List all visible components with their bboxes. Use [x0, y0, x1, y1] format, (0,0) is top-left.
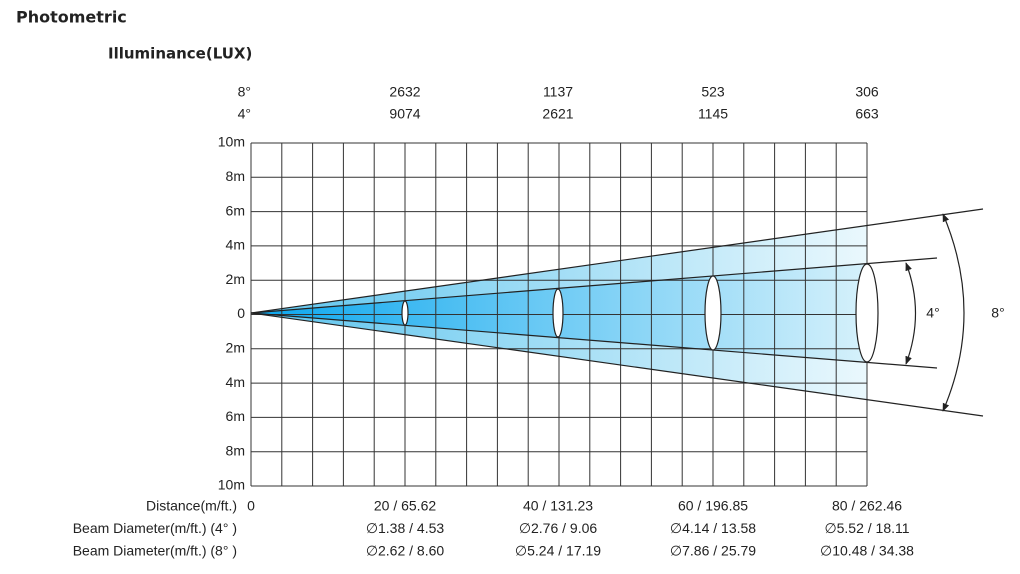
label-bg	[920, 303, 946, 323]
beam-line	[250, 312, 938, 369]
table-value: ∅2.62 / 8.60	[366, 543, 445, 559]
y-label: 4m	[226, 237, 245, 253]
y-label: 2m	[226, 340, 245, 356]
row-label: 8°	[238, 84, 251, 100]
table-value: 40 / 131.23	[523, 498, 593, 514]
y-label: 10m	[218, 134, 245, 150]
row-label: Distance(m/ft.)	[146, 498, 237, 514]
beam-lines	[250, 208, 984, 417]
y-label: 0	[237, 305, 245, 321]
beam-section	[401, 300, 409, 326]
beam-line	[250, 208, 984, 314]
y-label: 8m	[226, 168, 245, 184]
beam-section	[704, 275, 722, 351]
lux-value: 306	[855, 84, 879, 100]
lux-value: 1145	[698, 106, 728, 122]
table-value: 80 / 262.46	[832, 498, 902, 514]
lux-value: 1137	[543, 84, 573, 100]
beam-section	[552, 288, 564, 338]
angle-label: 8°	[991, 305, 1004, 321]
beam-line	[250, 312, 984, 417]
labels: 10m 8m 6m 4m 2m 0 2m 4m 6m 8m 10m 8° 2632 1137 523 306 4…	[73, 84, 914, 559]
row-label: Beam Diameter(m/ft.) (4° )	[73, 520, 237, 536]
table-value: ∅4.14 / 13.58	[670, 520, 756, 536]
table-value: ∅2.76 / 9.06	[519, 520, 598, 536]
y-label: 6m	[226, 202, 245, 218]
subtitle: Illuminance(LUX)	[108, 45, 252, 63]
y-label: 6m	[226, 408, 245, 424]
angle-label: 4°	[926, 305, 939, 321]
angle-arc	[942, 213, 965, 412]
y-label: 10m	[218, 477, 245, 493]
lux-value: 2621	[542, 106, 573, 122]
title: Photometric	[16, 8, 127, 27]
lux-value: 2632	[389, 84, 420, 100]
table-value: 20 / 65.62	[374, 498, 436, 514]
y-label: 2m	[226, 271, 245, 287]
y-label: 4m	[226, 374, 245, 390]
lux-value: 663	[855, 106, 879, 122]
table-value: ∅5.52 / 18.11	[824, 520, 909, 536]
beam-line	[250, 257, 938, 314]
beam-sections	[401, 263, 879, 363]
table-value: 0	[247, 498, 255, 514]
table-value: ∅1.38 / 4.53	[366, 520, 445, 536]
beam-section	[855, 263, 879, 363]
table-value: ∅5.24 / 17.19	[515, 543, 601, 559]
row-label: 4°	[238, 106, 251, 122]
table-value: 60 / 196.85	[678, 498, 748, 514]
angle-arc	[905, 262, 917, 365]
table-value: ∅7.86 / 25.79	[670, 543, 756, 559]
lux-value: 9074	[389, 106, 420, 122]
lux-value: 523	[701, 84, 725, 100]
table-value: ∅10.48 / 34.38	[820, 543, 914, 559]
row-label: Beam Diameter(m/ft.) (8° )	[73, 543, 237, 559]
y-label: 8m	[226, 442, 245, 458]
